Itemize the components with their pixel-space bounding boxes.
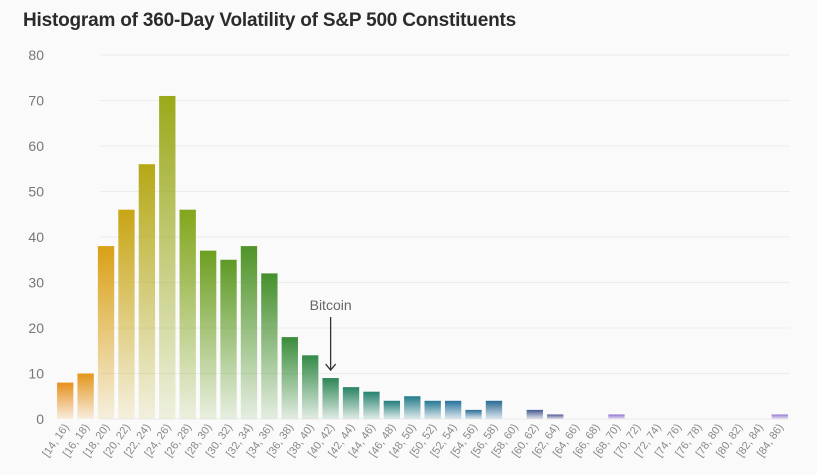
- bar: [485, 400, 503, 419]
- bar: [465, 409, 482, 419]
- x-axis-ticks: [14, 16)[16, 18)[18, 20)[20, 22)[22, 24)…: [40, 422, 786, 459]
- bar: [342, 387, 360, 419]
- bar: [179, 209, 196, 419]
- bar: [608, 414, 625, 419]
- annotation-label: Bitcoin: [310, 297, 352, 313]
- bar: [444, 400, 462, 419]
- y-tick-label: 80: [28, 47, 44, 63]
- bar: [118, 209, 135, 419]
- bar: [199, 250, 217, 419]
- bar: [424, 400, 441, 419]
- y-tick-label: 70: [28, 93, 44, 109]
- bar: [404, 396, 421, 419]
- bar: [261, 273, 278, 419]
- bar: [363, 391, 380, 419]
- y-tick-label: 40: [28, 229, 44, 245]
- y-tick-label: 50: [28, 184, 44, 200]
- y-tick-label: 30: [28, 275, 44, 291]
- y-tick-label: 10: [28, 366, 44, 382]
- y-tick-label: 0: [36, 411, 44, 427]
- bar: [302, 355, 319, 419]
- chart-title: Histogram of 360-Day Volatility of S&P 5…: [23, 10, 516, 31]
- bar: [322, 378, 339, 419]
- bar: [159, 95, 176, 419]
- bar: [57, 382, 74, 419]
- bar: [547, 414, 564, 419]
- bar: [281, 337, 298, 419]
- bar: [383, 400, 401, 419]
- bar: [220, 259, 237, 419]
- bar: [138, 164, 156, 419]
- bar: [77, 373, 94, 419]
- bar: [526, 409, 543, 419]
- bar: [771, 414, 788, 419]
- y-axis-ticks: 0 10 20 30 40 50 60 70 80: [28, 47, 44, 427]
- bar: [240, 246, 258, 419]
- annotation-arrowhead: [325, 363, 337, 372]
- bars: [57, 95, 788, 419]
- y-tick-label: 60: [28, 138, 44, 154]
- bar: [97, 246, 115, 419]
- y-tick-label: 20: [28, 320, 44, 336]
- annotations: Bitcoin: [310, 297, 352, 372]
